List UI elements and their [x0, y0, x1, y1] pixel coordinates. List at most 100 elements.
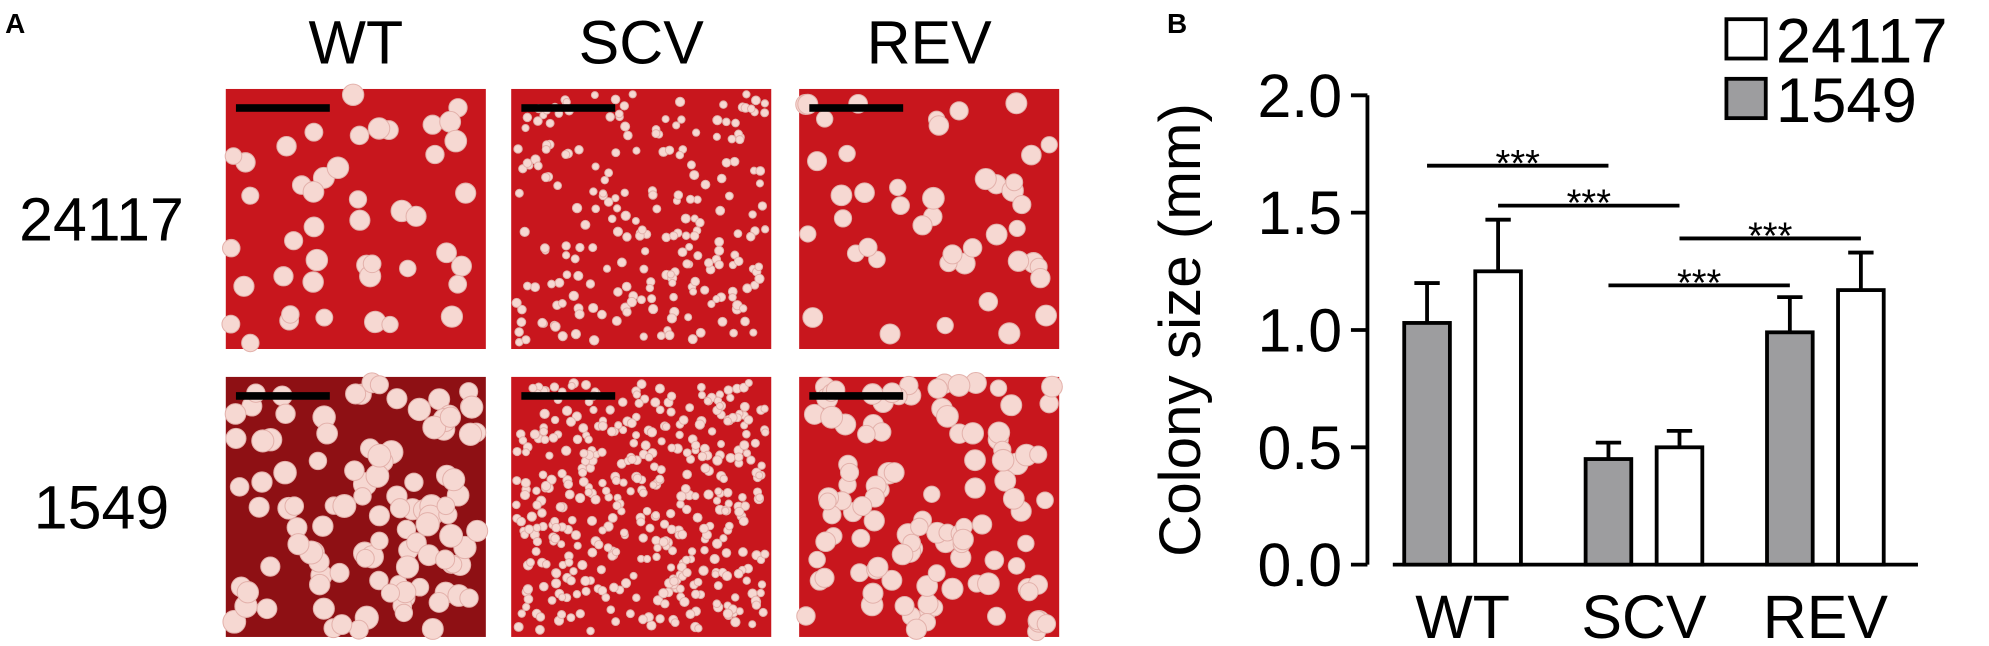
colony — [833, 209, 853, 228]
colony — [523, 281, 532, 291]
colony — [613, 204, 622, 213]
colony — [606, 605, 616, 614]
colony — [575, 609, 585, 619]
colony — [695, 327, 706, 338]
colony — [862, 582, 884, 604]
colony — [329, 562, 350, 583]
colony — [726, 393, 735, 402]
colony — [661, 115, 670, 124]
colony — [603, 543, 613, 552]
colony — [917, 593, 939, 615]
colony — [620, 121, 631, 132]
colony — [588, 243, 598, 253]
colony — [229, 477, 250, 497]
colony — [712, 538, 723, 549]
colony — [1000, 394, 1023, 417]
colony — [632, 390, 642, 399]
y-tick-label: 1.5 — [1257, 179, 1342, 247]
colony — [389, 498, 411, 519]
colony — [674, 96, 686, 107]
colony — [714, 260, 724, 270]
colony — [714, 487, 723, 496]
colony — [625, 609, 635, 619]
colony — [561, 405, 573, 416]
colony — [579, 448, 589, 458]
colony — [638, 614, 648, 625]
colony — [522, 584, 534, 595]
colony — [349, 125, 370, 146]
bar — [1836, 288, 1886, 567]
colony — [740, 316, 750, 327]
colony — [531, 546, 541, 556]
colony — [889, 178, 907, 197]
colony — [620, 188, 629, 197]
colony — [891, 196, 910, 215]
colony — [521, 335, 531, 345]
colony — [712, 455, 723, 466]
colony — [541, 172, 551, 183]
colony — [380, 583, 401, 603]
colony — [964, 449, 986, 472]
colony — [602, 264, 612, 273]
row-label: 24117 — [19, 186, 184, 254]
colony — [605, 405, 615, 415]
colony — [547, 279, 556, 289]
colony — [675, 430, 684, 440]
bar — [1402, 321, 1452, 567]
colony — [905, 618, 928, 640]
colony — [638, 488, 648, 498]
colony — [647, 294, 657, 304]
colony — [439, 406, 462, 428]
colony — [639, 332, 648, 341]
colony — [692, 512, 703, 523]
colony — [738, 516, 749, 527]
colony — [691, 492, 700, 501]
colony — [923, 485, 941, 503]
colony — [302, 271, 324, 293]
colony — [421, 617, 444, 640]
colony — [629, 438, 639, 448]
colony — [729, 328, 738, 338]
colony — [722, 117, 731, 127]
colony — [632, 412, 641, 422]
colony — [541, 559, 551, 569]
colony — [891, 543, 914, 566]
colony — [305, 248, 329, 272]
colony — [676, 584, 685, 594]
colony — [607, 214, 617, 224]
colony — [682, 448, 692, 458]
colony — [594, 540, 604, 550]
colony — [686, 160, 696, 170]
colony — [574, 309, 585, 320]
colony — [646, 620, 657, 631]
colony — [883, 462, 905, 484]
scale-bar — [235, 104, 330, 112]
colony — [348, 190, 368, 209]
colony — [572, 590, 582, 599]
colony — [315, 308, 334, 327]
colony — [687, 547, 697, 556]
colony — [533, 116, 543, 126]
colony — [422, 415, 447, 440]
bar — [1654, 445, 1705, 567]
colony — [685, 609, 696, 620]
colony — [964, 477, 986, 499]
colony — [714, 245, 725, 256]
colony — [554, 277, 565, 288]
colony — [563, 479, 574, 490]
colony — [436, 496, 456, 516]
colony — [678, 415, 689, 425]
colony — [751, 95, 761, 106]
colony — [928, 115, 950, 136]
colony — [751, 600, 762, 610]
colony — [621, 578, 632, 589]
colony — [566, 416, 577, 427]
colony — [746, 232, 756, 242]
colony — [676, 491, 687, 502]
colony — [626, 296, 637, 308]
colony — [345, 383, 367, 405]
colony — [407, 397, 431, 422]
colony — [656, 331, 666, 341]
colony — [667, 563, 676, 572]
colony — [578, 476, 589, 487]
